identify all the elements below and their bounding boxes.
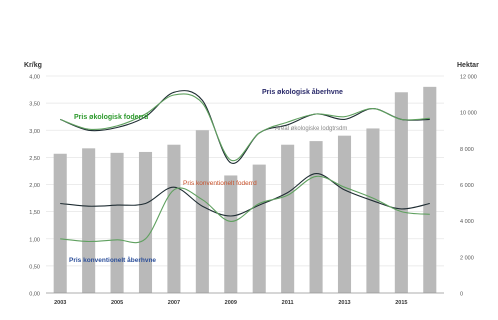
annotation-pris-okologisk-foderrd: Pris økologisk foderrd — [74, 114, 148, 121]
x-tick-label: 2015 — [395, 300, 407, 306]
bar — [53, 153, 67, 293]
y-right-tick-label: 6 000 — [460, 183, 474, 189]
bar — [252, 164, 266, 293]
series-line — [60, 93, 430, 162]
y-right-tick-label: 8 000 — [460, 147, 474, 153]
y-left-tick-label: 1,00 — [29, 237, 40, 243]
chart-axes: 0,00 0,50 1,00 1,50 2,00 2,50 3,00 3,50 4,00 0 2 0… — [29, 75, 477, 307]
bar-series-area — [53, 86, 437, 294]
y-right-tick-label: 0 — [460, 292, 463, 298]
x-tick-label: 2013 — [338, 300, 350, 306]
bar — [138, 151, 153, 293]
y-left-tick-label: 1,50 — [29, 210, 40, 216]
y-left-tick-label: 0,00 — [29, 292, 40, 298]
y-right-tick-label: 10 000 — [460, 111, 477, 117]
bar — [82, 148, 96, 293]
bar — [110, 152, 124, 293]
y-left-unit-label: Kr/kg — [24, 62, 42, 69]
bar — [423, 86, 437, 293]
x-tick-label: 2007 — [168, 300, 180, 306]
annotation-areal-okologiske: Areal økologiske lodgtrsdm — [275, 126, 347, 132]
x-tick-label: 2005 — [111, 300, 123, 306]
bar — [167, 144, 181, 293]
y-right-tick-label: 4 000 — [460, 219, 474, 225]
bar — [224, 175, 238, 293]
bar — [281, 144, 295, 293]
bar — [309, 141, 323, 293]
annotation-pris-konventionelt-aberhvne: Pris konventionelt åberhvne — [69, 256, 156, 264]
bar — [366, 128, 380, 293]
chart-annotations: Pris økologisk foderrd Pris økologisk åb… — [69, 88, 347, 264]
y-right-tick-label: 12 000 — [460, 75, 477, 81]
y-left-tick-label: 3,50 — [29, 102, 40, 108]
series-line — [60, 175, 430, 244]
line-series-layer — [60, 90, 430, 244]
y-left-tick-label: 4,00 — [29, 75, 40, 81]
bar — [337, 135, 352, 293]
x-tick-label: 2009 — [225, 300, 237, 306]
y-right-tick-label: 2 000 — [460, 255, 474, 261]
x-tick-label: 2011 — [282, 300, 294, 306]
y-left-tick-label: 3,00 — [29, 129, 40, 135]
series-line — [60, 173, 430, 217]
bar — [394, 92, 408, 294]
y-left-tick-label: 0,50 — [29, 264, 40, 270]
y-right-unit-label: Hektar — [457, 62, 479, 69]
y-left-tick-label: 2,50 — [29, 156, 40, 162]
bar — [195, 130, 209, 293]
x-tick-label: 2003 — [54, 300, 66, 306]
annotation-pris-okologisk-aberhvne: Pris økologisk åberhvne — [262, 88, 343, 96]
y-left-tick-label: 2,00 — [29, 183, 40, 189]
annotation-pris-konventionelt-foderrd: Pris konventionelt foderrd — [183, 180, 257, 187]
